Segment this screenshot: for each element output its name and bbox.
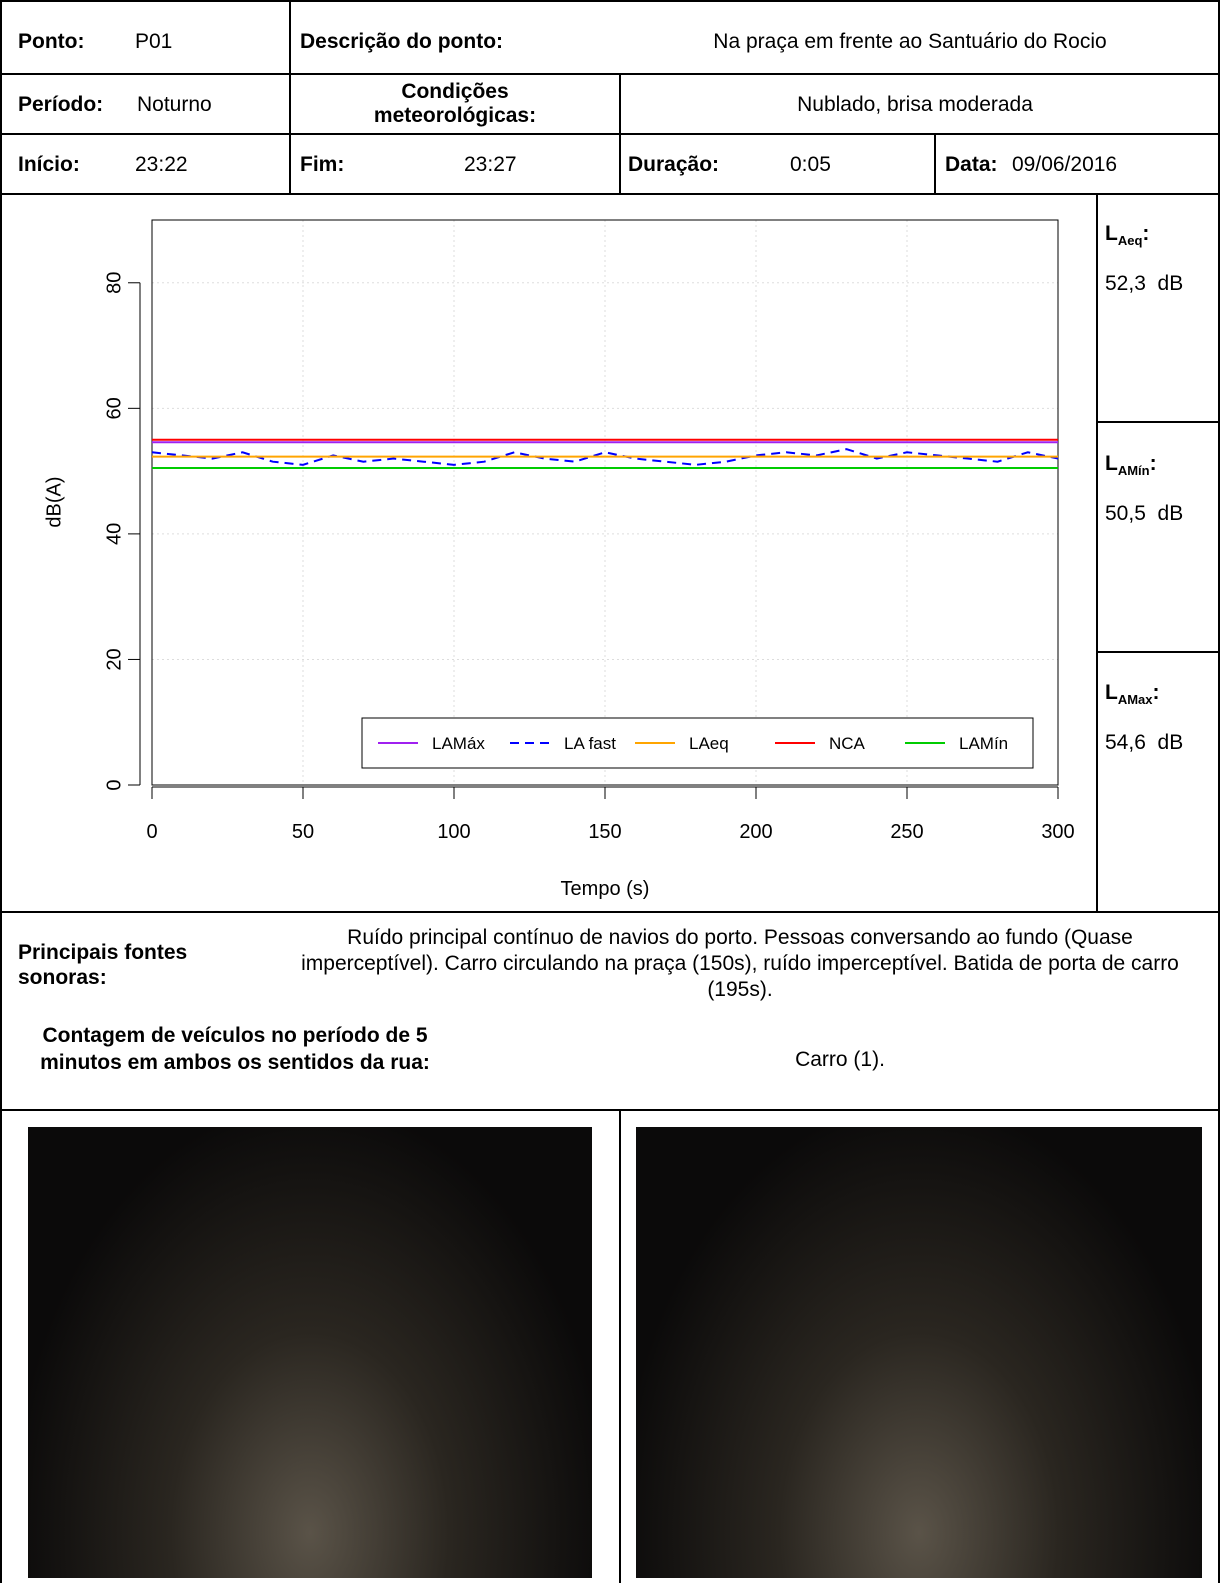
- x-tick-label: 250: [890, 821, 923, 843]
- value: 0:05: [790, 153, 831, 176]
- x-axis-title: Tempo (s): [561, 878, 650, 900]
- x-tick-label: 0: [146, 821, 157, 843]
- value: Noturno: [137, 93, 212, 116]
- metric-label-part: :: [1152, 681, 1160, 704]
- metric-label-part: L: [1105, 681, 1118, 704]
- metric-label-part: L: [1105, 222, 1118, 245]
- legend-label: LAMáx: [432, 734, 485, 753]
- text: Ruído principal contínuo de navios do po…: [301, 926, 1179, 1001]
- metric-label: LAMax:: [1105, 681, 1160, 707]
- metric-label-part: AMax: [1117, 692, 1153, 708]
- metric-label: LAMín:: [1105, 452, 1157, 478]
- x-tick-label: 100: [437, 821, 470, 843]
- metric-label: LAeq:: [1105, 222, 1149, 248]
- text: Carro (1).: [795, 1048, 885, 1071]
- label: Fim:: [300, 153, 345, 176]
- y-tick-label: 0: [103, 779, 125, 790]
- x-tick-label: 300: [1041, 821, 1074, 843]
- label: Condições meteorológicas:: [373, 80, 537, 127]
- legend-label: NCA: [829, 734, 866, 753]
- legend-label: LA fast: [564, 734, 616, 753]
- metric-label-part: :: [1149, 452, 1157, 475]
- label: Descrição do ponto:: [300, 30, 504, 53]
- y-tick-label: 20: [103, 648, 125, 670]
- chart: 0 20 40 60 80 0 50 100 150 200 250 300 Tempo (s) dB(A…: [43, 219, 1075, 900]
- legend-label: LAMín: [959, 734, 1008, 753]
- value: Nublado, brisa moderada: [797, 93, 1033, 116]
- photo: [28, 1127, 592, 1578]
- label: Período:: [18, 93, 104, 116]
- metric-label-part: :: [1142, 222, 1150, 245]
- label: Ponto:: [18, 30, 85, 53]
- value: P01: [135, 30, 173, 53]
- x-tick-label: 200: [739, 821, 772, 843]
- label: Data:: [945, 153, 998, 176]
- metric-label-part: Aeq: [1117, 233, 1143, 249]
- metric-value: 52,3 dB: [1105, 272, 1184, 295]
- label: Contagem de veículos no período de 5 min…: [40, 1024, 430, 1074]
- value: 23:27: [464, 153, 517, 176]
- photo: [636, 1127, 1202, 1578]
- plot-frame: [151, 219, 1059, 786]
- x-tick-label: 50: [292, 821, 314, 843]
- metric-label-part: L: [1105, 452, 1118, 475]
- series-line: [151, 448, 1059, 466]
- y-tick-label: 60: [103, 397, 125, 419]
- label: Início:: [18, 153, 80, 176]
- y-tick-label: 80: [103, 272, 125, 294]
- y-tick-label: 40: [103, 523, 125, 545]
- metric-value: 50,5 dB: [1105, 502, 1184, 525]
- metric-label-part: AMín: [1117, 463, 1150, 479]
- label: Duração:: [628, 153, 720, 176]
- label: Principais fontes sonoras:: [18, 941, 188, 989]
- value: 09/06/2016: [1012, 153, 1118, 176]
- value: 23:22: [135, 153, 188, 176]
- legend-label: LAeq: [689, 734, 729, 753]
- metric-value: 54,6 dB: [1105, 731, 1184, 754]
- y-axis-title: dB(A): [43, 476, 65, 527]
- x-tick-label: 150: [588, 821, 621, 843]
- value: Na praça em frente ao Santuário do Rocio: [713, 30, 1107, 53]
